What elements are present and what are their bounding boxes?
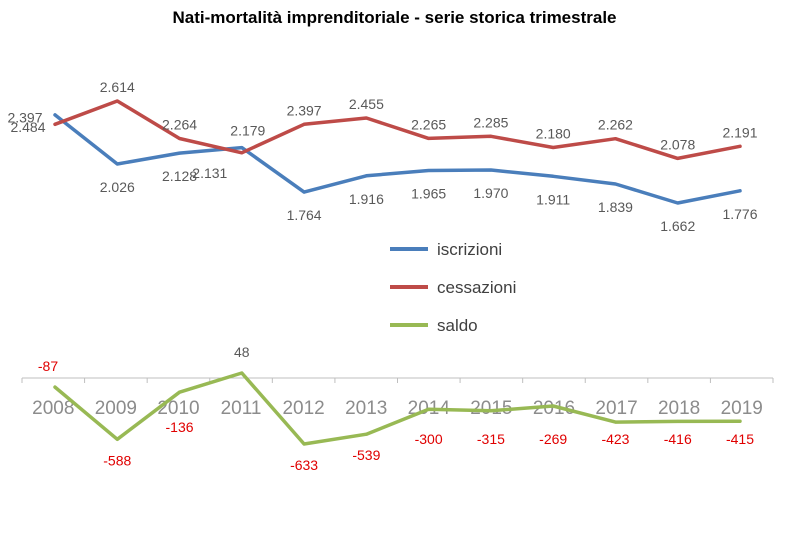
- saldo-data-label: -87: [38, 358, 58, 374]
- cessazioni-point: [551, 146, 555, 149]
- cessazioni-point: [178, 137, 182, 140]
- iscrizioni-point: [676, 201, 680, 205]
- cessazioni-point: [302, 122, 306, 126]
- x-tick-label: 2009: [95, 398, 137, 419]
- x-tick-label: 2011: [221, 398, 262, 419]
- cessazioni-data-label: 2.265: [411, 116, 446, 132]
- iscrizioni-data-label: 1.970: [473, 185, 508, 201]
- x-axis: 2008 2009 2010 2011 2012 2013 2014 2015 2016 2017…: [21, 377, 774, 419]
- saldo-point: [178, 390, 182, 394]
- x-tick-label: 2010: [157, 398, 199, 419]
- saldo-point: [427, 407, 431, 411]
- iscrizioni-point: [53, 113, 57, 117]
- saldo-line: [53, 371, 742, 446]
- data-labels: 2.484 2.026 2.128 2.179 1.764 1.916 1.965 1.970…: [7, 79, 757, 473]
- cessazioni-point: [738, 144, 742, 148]
- saldo-data-label: 48: [234, 344, 250, 360]
- iscrizioni-line: [53, 113, 742, 205]
- iscrizioni-data-label: 2.179: [230, 123, 265, 139]
- saldo-data-label: -416: [664, 431, 692, 447]
- saldo-point: [613, 420, 617, 424]
- cessazioni-data-label: 2.285: [473, 114, 508, 130]
- saldo-data-label: -269: [539, 431, 567, 447]
- cessazioni-point: [489, 134, 493, 138]
- iscrizioni-data-label: 1.911: [536, 191, 570, 207]
- saldo-data-label: -136: [166, 419, 194, 435]
- iscrizioni-data-label: 2.128: [162, 168, 197, 184]
- saldo-data-label: -300: [415, 431, 443, 447]
- legend-label-iscrizioni: iscrizioni: [437, 240, 502, 259]
- saldo-data-label: -588: [103, 452, 131, 468]
- cessazioni-point: [364, 116, 368, 120]
- saldo-data-label: -415: [726, 431, 754, 447]
- cessazioni-point: [240, 151, 244, 155]
- legend-label-cessazioni: cessazioni: [437, 278, 516, 297]
- saldo-point: [738, 419, 742, 423]
- series-layer: [53, 99, 742, 446]
- cessazioni-data-label: 2.455: [349, 96, 384, 112]
- legend: iscrizioni cessazioni saldo: [390, 240, 516, 335]
- iscrizioni-point: [115, 162, 119, 166]
- iscrizioni-data-label: 1.776: [722, 206, 757, 222]
- saldo-data-label: -315: [477, 431, 505, 447]
- saldo-point: [489, 409, 493, 413]
- iscrizioni-point: [613, 182, 617, 186]
- iscrizioni-point: [738, 189, 742, 193]
- saldo-point: [302, 442, 306, 446]
- iscrizioni-data-label: 1.965: [411, 186, 446, 202]
- x-tick-label: 2012: [282, 398, 324, 419]
- iscrizioni-point: [489, 168, 493, 172]
- x-tick-label: 2008: [32, 398, 74, 419]
- saldo-data-label: -633: [290, 457, 318, 473]
- iscrizioni-point: [551, 174, 555, 178]
- cessazioni-line: [53, 99, 742, 161]
- cessazioni-data-label: 2.262: [598, 117, 633, 133]
- x-tick-label: 2018: [658, 398, 700, 419]
- iscrizioni-point: [240, 146, 244, 150]
- cessazioni-data-label: 2.397: [287, 102, 322, 118]
- cessazioni-data-label: 2.264: [162, 117, 197, 133]
- cessazioni-point: [53, 122, 57, 126]
- saldo-data-label: -423: [601, 431, 629, 447]
- cessazioni-point: [676, 156, 680, 160]
- saldo-point: [240, 371, 244, 375]
- x-tick-label: 2016: [533, 398, 575, 419]
- iscrizioni-data-label: 1.662: [660, 218, 695, 234]
- chart-title: Nati-mortalità imprenditoriale - serie s…: [172, 8, 617, 27]
- iscrizioni-data-label: 1.839: [598, 199, 633, 215]
- cessazioni-data-label: 2.180: [536, 126, 571, 142]
- iscrizioni-point: [178, 151, 182, 155]
- cessazioni-point: [115, 99, 119, 103]
- cessazioni-data-label: 2.131: [192, 165, 227, 181]
- saldo-point: [115, 437, 119, 441]
- cessazioni-point: [613, 137, 617, 141]
- cessazioni-data-label: 2.078: [660, 136, 695, 152]
- iscrizioni-data-label: 2.026: [100, 179, 135, 195]
- x-tick-label: 2015: [470, 398, 512, 419]
- cessazioni-point: [427, 136, 431, 140]
- x-tick-label: 2019: [721, 398, 763, 419]
- saldo-point: [676, 419, 680, 423]
- legend-label-saldo: saldo: [437, 316, 478, 335]
- iscrizioni-point: [364, 174, 368, 178]
- iscrizioni-point: [427, 169, 431, 173]
- saldo-data-label: -539: [352, 447, 380, 463]
- cessazioni-data-label: 2.397: [7, 109, 42, 125]
- cessazioni-data-label: 2.191: [722, 124, 757, 140]
- x-tick-label: 2013: [345, 398, 387, 419]
- saldo-point: [53, 385, 57, 389]
- saldo-point: [364, 432, 368, 436]
- cessazioni-data-label: 2.614: [100, 79, 135, 95]
- iscrizioni-data-label: 1.764: [287, 207, 322, 223]
- saldo-point: [551, 404, 555, 408]
- iscrizioni-point: [302, 190, 306, 194]
- iscrizioni-data-label: 2.484: [10, 119, 45, 135]
- iscrizioni-data-label: 1.916: [349, 191, 384, 207]
- x-tick-label: 2017: [595, 398, 637, 419]
